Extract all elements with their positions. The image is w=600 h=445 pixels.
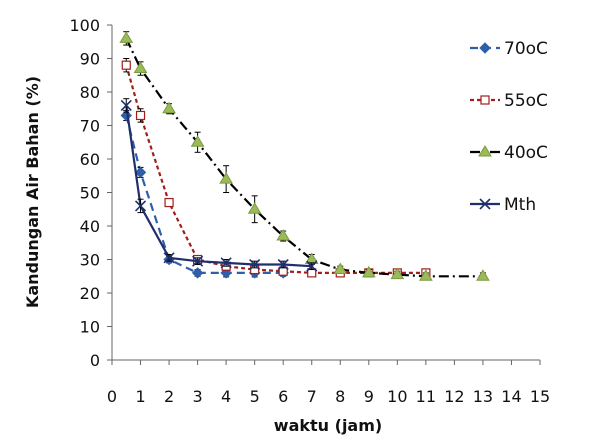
data-point [219, 172, 234, 184]
legend-item-55oC: 55oC [470, 91, 548, 111]
x-tick-label: 11 [416, 387, 436, 406]
data-point [333, 262, 348, 275]
data-point [164, 197, 174, 208]
y-tick-label: 50 [80, 184, 100, 203]
y-tick-label: 70 [80, 117, 100, 136]
legend-label: 55oC [504, 91, 548, 111]
y-tick-label: 10 [80, 318, 100, 337]
data-point [163, 252, 175, 264]
legend-marker [480, 95, 490, 105]
legend-item-70oC: 70oC [470, 39, 548, 59]
x-tick-label: 4 [221, 387, 231, 406]
data-point [135, 110, 146, 121]
series-line [125, 115, 284, 274]
legend: 70oC 55oC 40oC Mth [470, 39, 548, 215]
series-group [119, 31, 490, 281]
y-tick-label: 100 [69, 16, 100, 35]
x-tick-label: 3 [193, 387, 203, 406]
marker-stroke [192, 255, 204, 267]
marker-stroke [134, 200, 147, 212]
data-point [162, 101, 176, 114]
data-point [247, 202, 262, 214]
x-tick-label: 12 [444, 387, 464, 406]
marker-stroke [479, 198, 491, 210]
y-axis-title: Kandungan Air Bahan (%) [23, 76, 42, 308]
y-tick-label: 80 [80, 83, 100, 102]
marker-stroke [163, 252, 175, 264]
y-tick-label: 40 [80, 217, 100, 236]
y-tick-label: 60 [80, 150, 100, 169]
series-line [125, 105, 312, 268]
legend-item-Mth: Mth [470, 195, 536, 215]
data-point [361, 265, 376, 278]
legend-marker [478, 145, 492, 157]
data-point [133, 61, 148, 74]
x-tick-label: 5 [250, 387, 260, 406]
data-point [277, 258, 289, 271]
y-tick-label: 0 [90, 351, 100, 370]
marker-stroke [120, 99, 132, 111]
legend-item-40oC: 40oC [470, 143, 548, 163]
data-point [121, 60, 131, 70]
data-point [418, 269, 433, 281]
legend-marker [479, 198, 491, 210]
data-point [120, 99, 132, 111]
series-55oC [121, 58, 431, 278]
x-tick-label: 7 [307, 387, 317, 406]
legend-label: Mth [504, 195, 536, 215]
y-tick-label: 20 [80, 284, 100, 303]
x-tick-label: 0 [107, 387, 117, 406]
x-tick-label: 1 [135, 387, 145, 406]
x-tick-label: 15 [530, 387, 550, 406]
x-axis-title: waktu (jam) [274, 416, 382, 435]
x-tick-label: 6 [278, 387, 288, 406]
x-tick-label: 13 [473, 387, 493, 406]
legend-label: 40oC [504, 143, 548, 163]
data-point [220, 257, 232, 269]
data-point [134, 200, 147, 212]
x-tick-label: 8 [335, 387, 345, 406]
x-tick-label: 10 [387, 387, 407, 406]
y-tick-label: 90 [80, 50, 100, 69]
data-point [306, 260, 318, 272]
series-line [125, 37, 483, 278]
axes [107, 24, 541, 365]
data-point [192, 255, 204, 267]
x-tick-label: 9 [364, 387, 374, 406]
data-point [249, 258, 261, 271]
x-tick-label: 2 [164, 387, 174, 406]
data-point [119, 31, 134, 43]
data-point [276, 229, 291, 241]
marker-stroke [277, 258, 289, 271]
x-tick-label: 14 [501, 387, 521, 406]
series-Mth [120, 98, 318, 272]
series-line [125, 64, 426, 274]
series-40oC [119, 31, 490, 281]
marker-stroke [306, 260, 318, 272]
marker-stroke [220, 257, 232, 269]
legend-marker [479, 42, 491, 54]
legend-label: 70oC [504, 39, 548, 59]
data-point [190, 135, 205, 147]
marker-stroke [249, 258, 261, 271]
data-point [476, 269, 490, 281]
data-point [390, 267, 405, 280]
y-tick-label: 30 [80, 251, 100, 270]
data-point [191, 267, 204, 279]
data-point [134, 166, 147, 179]
